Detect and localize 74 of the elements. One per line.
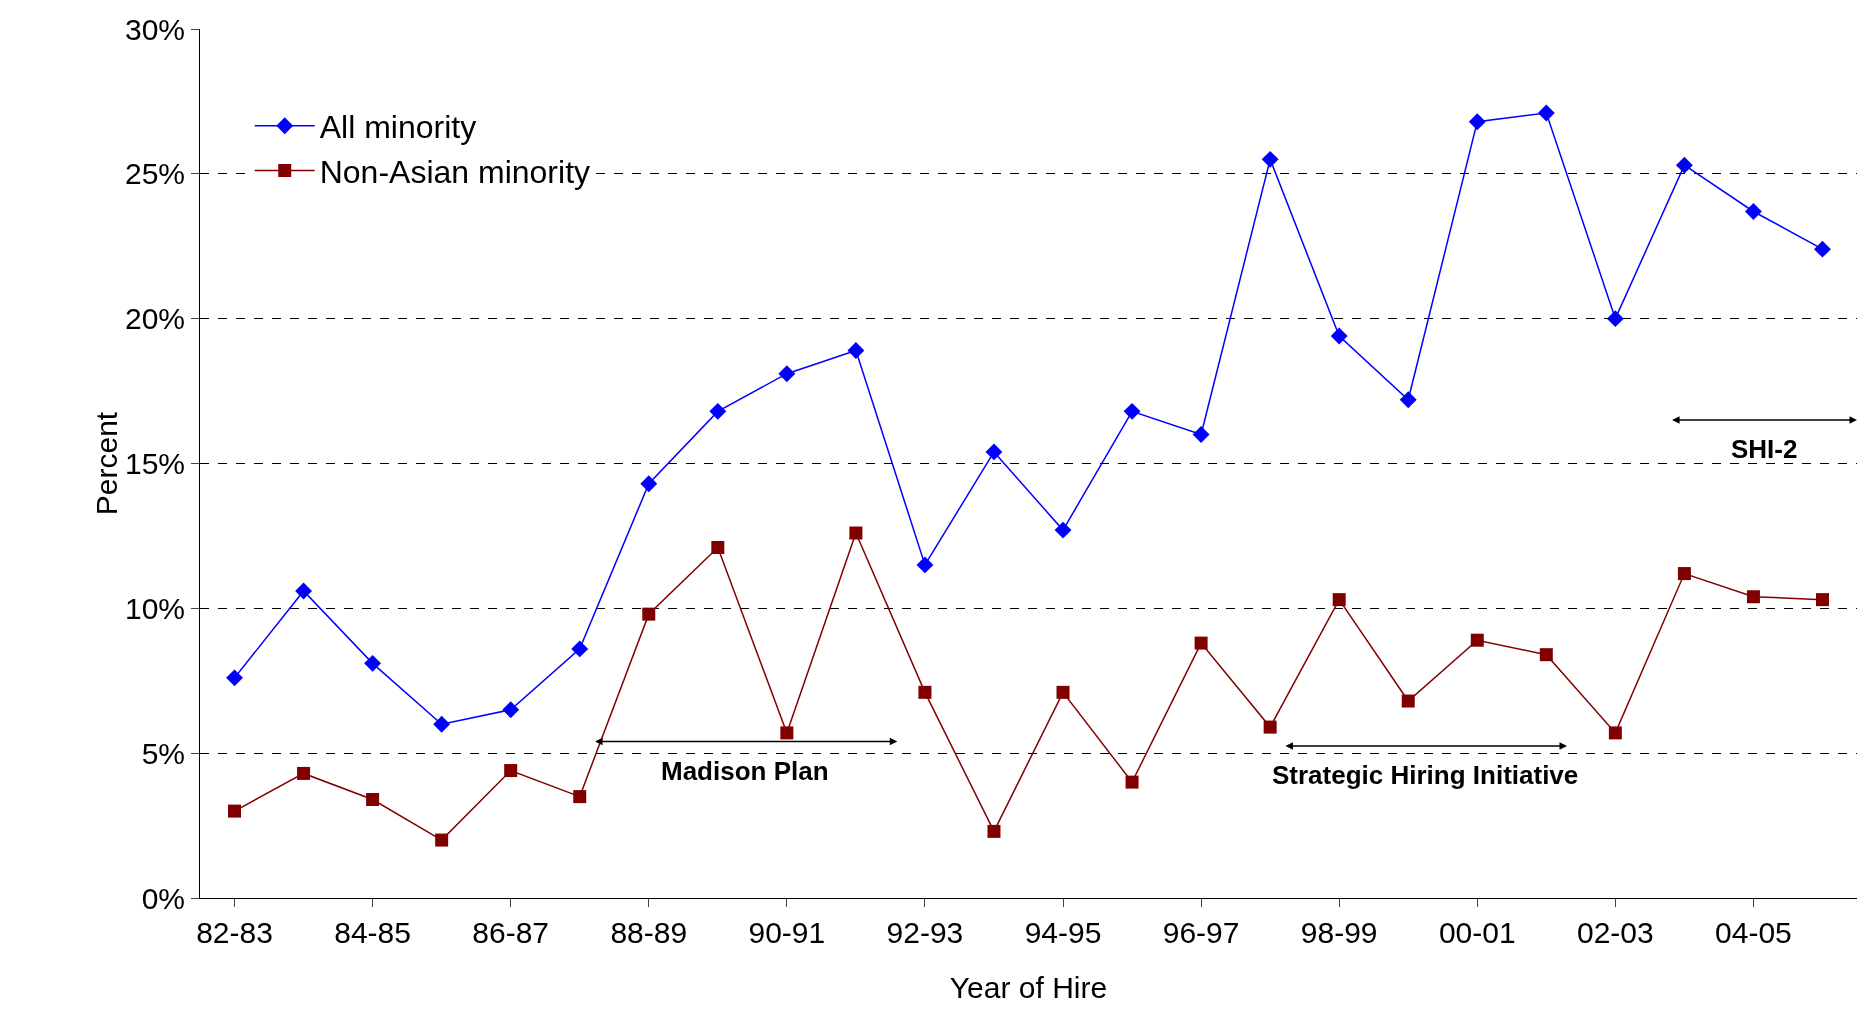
x-tick-label: 02-03 [1576,916,1654,949]
y-tick-label: 15% [124,447,185,480]
point [364,654,382,672]
point [1746,590,1760,604]
x-tick-label: 96-97 [1162,916,1240,949]
x-tick-label: 88-89 [610,916,688,949]
point [504,764,518,778]
point [849,526,863,540]
point [918,685,932,699]
point [1814,240,1831,258]
y-axis-title: Percent [89,411,123,516]
y-tick-label: 5% [141,736,185,770]
y-tick-label: 30% [124,12,185,46]
y-tick-label: 20% [124,302,185,336]
point [1468,113,1486,131]
point [985,443,1003,461]
annotation: Strategic Hiring Initiative [1272,760,1579,790]
y-tick-label: 25% [124,157,185,191]
point [1192,426,1210,443]
point [916,556,934,574]
x-tick-label: 04-05 [1715,916,1792,949]
point [226,669,243,687]
point [1123,402,1141,420]
point [573,790,587,804]
point [778,365,796,383]
point [847,342,865,359]
point [366,793,380,807]
point [1815,593,1829,607]
x-tick-label: 84-85 [334,916,411,949]
point [1261,150,1279,168]
point [987,824,1001,838]
x-tick-label: 90-91 [748,916,826,949]
point [435,833,449,847]
x-tick-label: 98-99 [1300,916,1378,949]
legend-label: Non-Asian minority [319,153,591,190]
x-axis-title: Year of Hire [949,971,1108,1004]
point [571,640,589,658]
point [642,607,656,621]
point [433,715,451,733]
x-tick-label: 94-95 [1024,916,1102,949]
point [711,541,725,554]
point [1399,391,1417,409]
point [709,402,727,420]
point [1606,310,1624,328]
x-tick-label: 86-87 [472,916,550,949]
point [1677,567,1691,581]
legend-label: All minority [319,109,477,146]
x-tick-label: 82-83 [196,916,273,949]
point [1608,726,1622,740]
point [1263,720,1277,734]
point [1537,104,1555,122]
point [640,475,658,493]
x-tick-label: 92-93 [886,916,964,949]
point [1332,593,1346,607]
annotation: Madison Plan [661,756,829,786]
point [1194,636,1208,650]
point [295,582,313,600]
y-tick-label: 10% [124,591,185,625]
point [228,804,242,818]
point [297,766,311,780]
point [1056,685,1070,699]
point [1125,775,1139,789]
point [1330,327,1348,345]
point [1401,694,1415,708]
point [780,726,794,740]
point [502,701,520,719]
y-tick-label: 0% [141,881,185,915]
point [1675,156,1693,174]
annotation: SHI-2 [1731,434,1798,464]
x-tick-label: 00-01 [1438,916,1516,949]
point [1539,648,1553,662]
point [1744,203,1762,220]
point [1470,633,1484,647]
point [1054,521,1072,539]
